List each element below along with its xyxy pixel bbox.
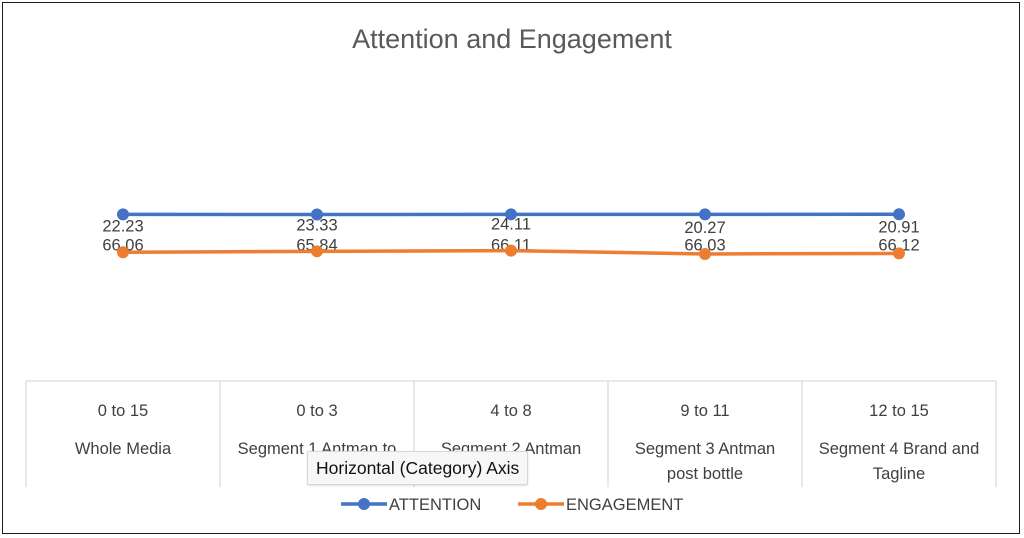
data-label: 66.03 [684,236,725,254]
data-point-engagement [505,244,517,257]
legend-marker-attention [358,498,370,510]
category-range-label: 4 to 8 [490,402,531,420]
chart-title: Attention and Engagement [352,24,672,54]
data-point-engagement [893,247,905,260]
axis-tooltip: Horizontal (Category) Axis [307,451,529,485]
data-point-attention [311,208,323,221]
data-label: 22.23 [102,217,143,235]
data-point-engagement [699,247,711,260]
data-point-attention [893,208,905,221]
data-point-attention [505,208,517,221]
category-range-label: 9 to 11 [680,402,729,420]
category-label: Tagline [873,465,925,483]
data-label: 66.06 [102,236,143,254]
data-point-engagement [311,245,323,258]
data-label: 20.27 [684,219,725,237]
data-point-engagement [117,246,129,259]
category-range-label: 12 to 15 [869,402,929,420]
category-label: Whole Media [75,440,172,458]
category-label: Segment 4 Brand and [819,440,980,458]
legend-label-engagement: ENGAGEMENT [566,496,683,514]
data-label: 66.12 [878,236,919,254]
data-label: 20.91 [878,218,919,236]
legend-marker-engagement [535,498,547,510]
category-label: Segment 3 Antman [635,440,775,458]
category-range-label: 0 to 3 [296,402,337,420]
data-point-attention [699,208,711,221]
data-label: 23.33 [296,216,337,234]
legend-label-attention: ATTENTION [389,496,481,514]
data-label: 24.11 [491,216,531,234]
category-range-label: 0 to 15 [98,402,148,420]
data-point-attention [117,208,129,221]
category-label: post bottle [667,465,743,483]
